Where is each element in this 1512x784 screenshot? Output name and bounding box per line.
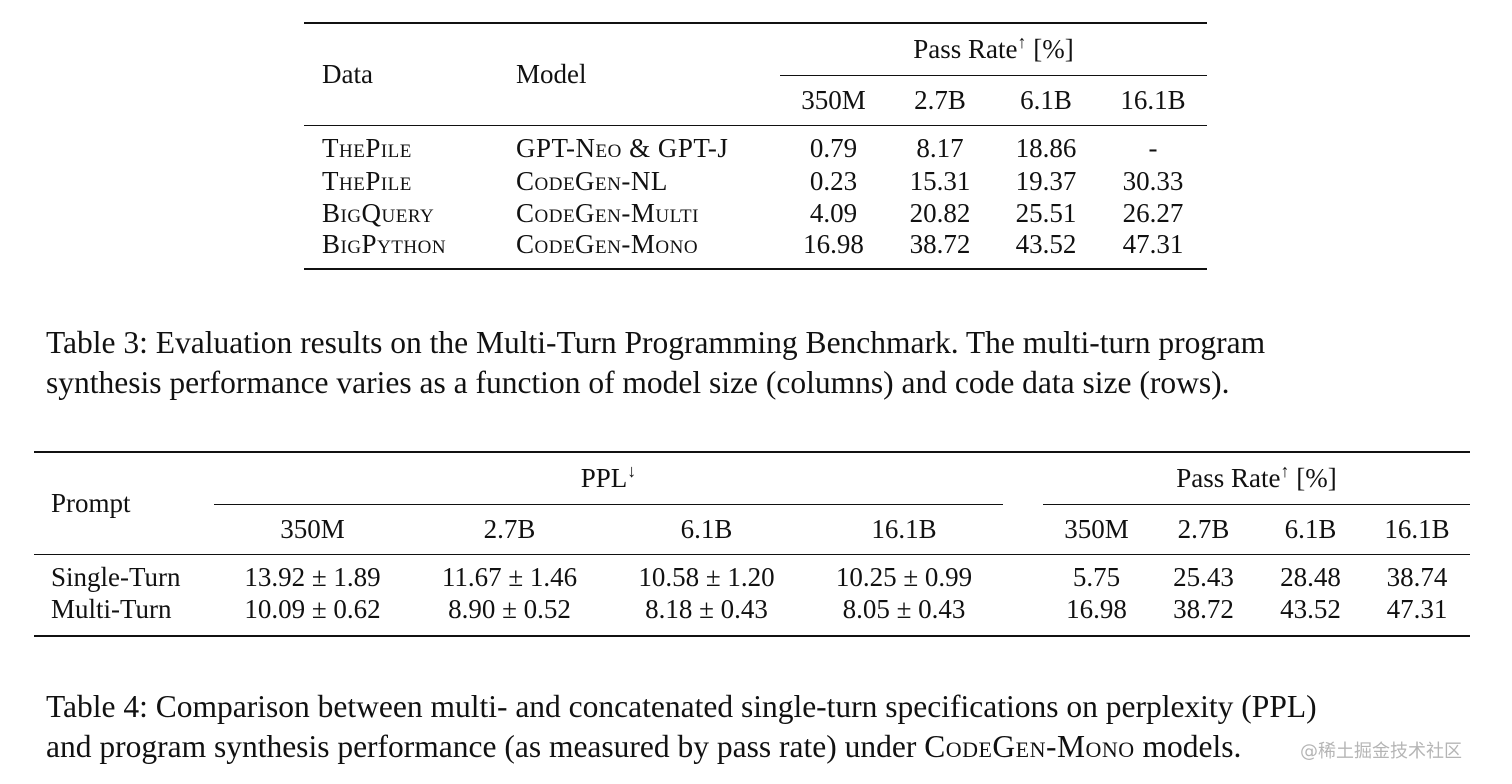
- size-header: 6.1B: [680, 513, 733, 544]
- table-row-data: ThePile: [322, 165, 412, 196]
- table-cell: 4.09: [809, 197, 858, 228]
- table-cell: 30.33: [1122, 165, 1184, 196]
- header-pass-rate: Pass Rate↑ [%]: [780, 23, 1207, 76]
- header-prompt: Prompt: [51, 487, 131, 518]
- table-cell: 8.18 ± 0.43: [645, 594, 768, 624]
- table-cell: 19.37: [1015, 165, 1077, 196]
- table-cell: 47.31: [1386, 594, 1448, 624]
- table-cell: 18.86: [1015, 132, 1077, 163]
- table-cell: 8.90 ± 0.52: [448, 594, 571, 624]
- size-header: 2.7B: [1177, 513, 1230, 544]
- table-row-data: BigPython: [322, 229, 447, 259]
- table-3-caption: Table 3: Evaluation results on the Multi…: [46, 323, 1476, 403]
- model-name: CodeGen-Mono: [924, 729, 1135, 764]
- table-row-model: CodeGen-NL: [516, 165, 668, 196]
- caption-line: synthesis performance varies as a functi…: [46, 365, 1230, 400]
- table-cell: 26.27: [1122, 197, 1184, 228]
- table-row-model: CodeGen-Mono: [516, 229, 699, 259]
- table-4: Prompt PPL↓ Pass Rate↑ [%] 350M 2.7B 6.1…: [34, 451, 1470, 637]
- table-row-prompt: Multi-Turn: [51, 594, 172, 624]
- table-row-model: GPT-Neo & GPT-J: [516, 132, 729, 163]
- table-cell: 16.98: [803, 229, 864, 259]
- table-cell: 43.52: [1015, 229, 1077, 259]
- header-data: Data: [322, 58, 373, 89]
- table-cell: 25.43: [1173, 561, 1234, 592]
- table-cell: 15.31: [909, 165, 971, 196]
- header-ppl: PPL↓: [214, 452, 1003, 505]
- table-cell: 38.72: [909, 229, 971, 259]
- table-cell: 10.09 ± 0.62: [244, 594, 381, 624]
- table-row-data: ThePile: [322, 132, 412, 163]
- table-4-caption: Table 4: Comparison between multi- and c…: [46, 687, 1476, 767]
- size-header: 16.1B: [871, 513, 937, 544]
- size-header: 16.1B: [1120, 84, 1186, 115]
- table-row-data: BigQuery: [322, 197, 435, 228]
- table-cell: 5.75: [1072, 561, 1121, 592]
- table-cell: 43.52: [1280, 594, 1341, 624]
- table-cell: 38.74: [1386, 561, 1448, 592]
- size-header: 2.7B: [914, 84, 966, 115]
- table-cell: 8.05 ± 0.43: [842, 594, 966, 624]
- table-cell: 20.82: [909, 197, 971, 228]
- table-cell: 47.31: [1122, 229, 1184, 259]
- size-header: 350M: [1064, 513, 1129, 544]
- caption-line: Table 3: Evaluation results on the Multi…: [46, 325, 1266, 360]
- table-cell: 11.67 ± 1.46: [441, 561, 578, 592]
- table-cell: -: [1148, 132, 1158, 163]
- table-3: Data Model Pass Rate↑ [%] 350M 2.7B 6.1B…: [304, 22, 1207, 270]
- table-cell: 0.79: [809, 132, 858, 163]
- table-row-prompt: Single-Turn: [51, 561, 181, 592]
- table-cell: 28.48: [1280, 561, 1341, 592]
- size-header: 6.1B: [1020, 84, 1072, 115]
- table-cell: 0.23: [809, 165, 858, 196]
- table-row-model: CodeGen-Multi: [516, 197, 699, 228]
- size-header: 350M: [280, 513, 345, 544]
- header-model: Model: [516, 58, 587, 89]
- table-cell: 13.92 ± 1.89: [244, 561, 381, 592]
- table-cell: 25.51: [1015, 197, 1077, 228]
- size-header: 350M: [801, 84, 866, 115]
- watermark: @稀土掘金技术社区: [1300, 741, 1462, 762]
- size-header: 16.1B: [1384, 513, 1450, 544]
- table-cell: 10.25 ± 0.99: [835, 561, 973, 592]
- table-cell: 8.17: [916, 132, 964, 163]
- header-pass-rate: Pass Rate↑ [%]: [1043, 452, 1470, 505]
- table-cell: 16.98: [1066, 594, 1127, 624]
- table-cell: 38.72: [1173, 594, 1234, 624]
- caption-line: and program synthesis performance (as me…: [46, 729, 1242, 764]
- size-header: 6.1B: [1284, 513, 1337, 544]
- size-header: 2.7B: [483, 513, 536, 544]
- table-cell: 10.58 ± 1.20: [638, 561, 775, 592]
- caption-line: Table 4: Comparison between multi- and c…: [46, 689, 1317, 724]
